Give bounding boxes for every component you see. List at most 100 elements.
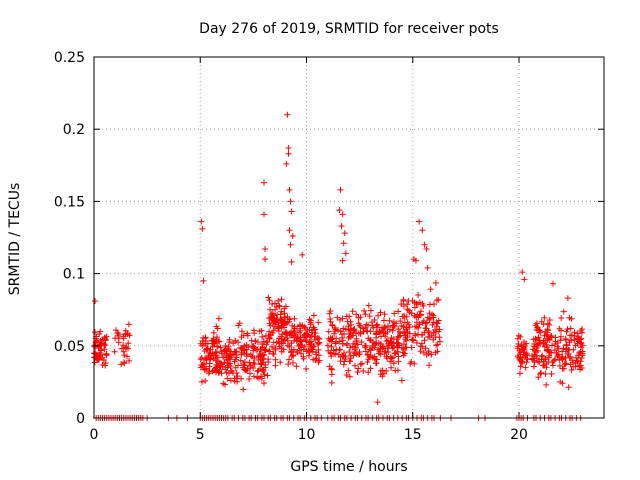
data-point: [246, 359, 253, 366]
data-point: [231, 348, 238, 355]
data-point: [352, 362, 359, 369]
data-point: [260, 359, 267, 366]
data-point: [217, 344, 224, 351]
y-tick-label: 0: [76, 411, 85, 427]
data-point: [343, 313, 350, 320]
data-point: [238, 328, 245, 335]
data-point: [287, 241, 294, 248]
data-points: [91, 111, 586, 421]
data-point: [233, 354, 240, 361]
data-point: [337, 328, 344, 335]
data-point: [408, 310, 415, 317]
data-point: [261, 371, 268, 378]
data-point: [234, 339, 241, 346]
data-point: [375, 312, 382, 319]
data-point: [532, 347, 539, 354]
data-point: [125, 340, 132, 347]
y-tick-label: 0.25: [54, 50, 85, 66]
data-point: [429, 311, 436, 318]
data-point: [270, 339, 277, 346]
data-point: [538, 356, 545, 363]
axis-ticks: 0 0.05 0.1 0.15 0.2 0.25 0 5 10 15 20: [54, 50, 604, 443]
data-point: [307, 319, 314, 326]
data-point: [227, 377, 234, 384]
data-point: [344, 318, 351, 325]
data-point: [224, 375, 231, 382]
data-point: [385, 323, 392, 330]
data-point: [540, 362, 547, 369]
data-point: [425, 348, 432, 355]
data-point: [381, 311, 388, 318]
data-point: [312, 336, 319, 343]
data-point: [563, 360, 570, 367]
data-point: [272, 356, 279, 363]
data-point: [550, 280, 556, 287]
data-point: [433, 342, 440, 349]
data-point: [282, 336, 289, 343]
data-point: [250, 364, 257, 371]
data-point: [231, 375, 238, 382]
data-point: [240, 386, 247, 393]
data-point: [379, 345, 386, 352]
data-point: [266, 320, 273, 327]
data-point: [395, 340, 402, 347]
data-point: [272, 346, 279, 353]
data-point: [349, 308, 356, 315]
data-point: [287, 349, 294, 356]
data-point: [258, 327, 265, 334]
data-point: [386, 342, 393, 349]
data-point: [288, 259, 295, 266]
data-point: [381, 350, 388, 357]
data-point: [355, 330, 362, 337]
data-point: [210, 329, 217, 336]
data-point: [214, 334, 221, 341]
data-point: [291, 315, 298, 322]
data-point: [246, 375, 253, 382]
data-point: [385, 348, 392, 355]
data-point: [355, 320, 362, 327]
data-point: [307, 347, 314, 354]
data-point: [430, 319, 437, 326]
data-point: [261, 179, 267, 186]
data-point: [328, 366, 335, 373]
data-point: [426, 362, 433, 369]
data-point: [395, 308, 402, 315]
data-point: [225, 370, 232, 377]
data-point: [122, 330, 129, 337]
data-point: [535, 374, 542, 381]
data-point: [297, 342, 304, 349]
data-point: [251, 355, 258, 362]
data-point: [394, 333, 401, 340]
data-point: [331, 328, 338, 335]
data-point: [412, 330, 419, 337]
data-point: [516, 370, 523, 377]
data-point: [269, 310, 276, 317]
x-tick-label: 15: [404, 427, 422, 443]
data-point: [435, 296, 442, 303]
data-point: [545, 348, 552, 355]
data-point: [543, 381, 550, 388]
data-point: [266, 328, 273, 335]
data-point: [265, 356, 272, 363]
data-point: [315, 346, 322, 353]
data-point: [388, 364, 395, 371]
data-point: [568, 332, 575, 339]
data-point: [230, 340, 237, 347]
data-point: [400, 303, 407, 310]
data-point: [544, 332, 551, 339]
data-point: [261, 346, 268, 353]
data-point: [381, 370, 388, 377]
data-point: [247, 362, 254, 369]
data-point: [113, 327, 120, 334]
data-point: [199, 225, 206, 232]
data-point: [565, 350, 572, 357]
data-point: [280, 320, 287, 327]
data-point: [347, 327, 354, 334]
data-point: [264, 372, 271, 379]
data-point: [422, 345, 429, 352]
data-point: [361, 307, 368, 314]
data-point: [96, 330, 103, 337]
data-point: [350, 352, 357, 359]
data-point: [341, 349, 348, 356]
x-tick-label: 10: [298, 427, 316, 443]
